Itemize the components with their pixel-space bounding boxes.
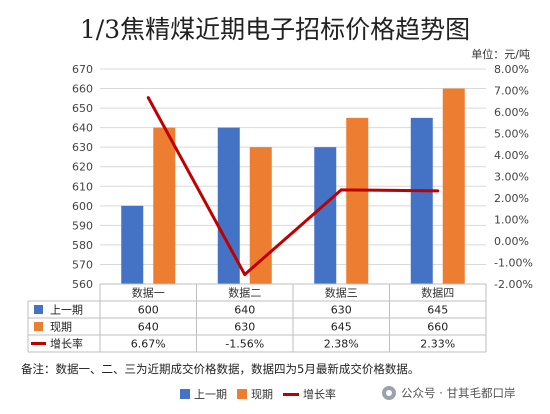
- table-cell: 600: [138, 304, 159, 317]
- legend-item-growth: 增长率: [283, 386, 336, 402]
- growth-point: [436, 189, 440, 193]
- y-tick-label: 600: [72, 200, 93, 213]
- footnote: 备注：数据一、二、三为近期成交价格数据，数据四为5月最新成交价格数据。: [21, 362, 420, 376]
- y2-tick-label: 2.00%: [494, 192, 529, 205]
- y2-tick-label: 4.00%: [494, 149, 529, 162]
- y2-tick-label: -2.00%: [494, 278, 533, 291]
- table-key-swatch: [34, 305, 43, 314]
- legend-swatch-growth: [283, 392, 299, 396]
- category-label: 数据一: [132, 286, 165, 300]
- legend-item-current: 现期: [237, 386, 273, 402]
- chart-title: 1/3焦精煤近期电子招标价格趋势图: [79, 15, 471, 44]
- watermark: 公众号 · 甘其毛都口岸: [378, 384, 520, 402]
- table-row-label: 增长率: [50, 337, 83, 351]
- unit-label: 单位：元/吨: [471, 48, 530, 61]
- y2-tick-label: 7.00%: [494, 85, 529, 98]
- y-tick-label: 610: [72, 180, 93, 193]
- table-cell: 2.38%: [324, 338, 359, 351]
- wechat-icon: [382, 386, 396, 400]
- growth-point: [339, 188, 343, 192]
- y2-tick-label: 3.00%: [494, 171, 529, 184]
- y2-tick-label: 8.00%: [494, 63, 529, 76]
- legend-swatch-prev: [180, 389, 190, 399]
- axes: 560 570 580 590 600 610 620 630 640 650 660 670 -2.0…: [72, 63, 533, 291]
- bar-current: [346, 117, 369, 284]
- y-tick-label: 650: [72, 102, 93, 115]
- table-row-label: 现期: [50, 321, 72, 334]
- growth-point: [146, 96, 150, 100]
- table-cell: 2.33%: [420, 338, 455, 351]
- y-tick-label: 660: [72, 83, 93, 96]
- bar-current: [442, 88, 465, 284]
- growth-line-path: [146, 96, 438, 277]
- bar-prev: [314, 147, 337, 284]
- y2-tick-label: -1.00%: [494, 257, 533, 270]
- bar-current: [153, 127, 176, 285]
- category-label: 数据二: [228, 286, 261, 300]
- y-tick-label: 570: [72, 258, 93, 271]
- table-cell: 645: [427, 304, 448, 317]
- table-cell: 640: [138, 321, 159, 334]
- legend: 上一期 现期 增长率: [180, 384, 346, 404]
- bars: [121, 88, 465, 285]
- category-label: 数据四: [421, 286, 454, 300]
- legend-label-growth: 增长率: [303, 388, 336, 401]
- y-tick-label: 670: [72, 63, 93, 76]
- watermark-text: 公众号 · 甘其毛都口岸: [401, 386, 516, 400]
- table-cell: -1.56%: [225, 338, 264, 351]
- growth-line: [146, 96, 440, 277]
- legend-swatch-current: [237, 389, 247, 399]
- bar-prev: [217, 127, 240, 285]
- legend-label-prev: 上一期: [194, 388, 227, 401]
- y2-tick-label: 5.00%: [494, 128, 529, 141]
- category-label: 数据三: [325, 286, 358, 300]
- table-cell: 645: [331, 321, 352, 334]
- growth-point: [243, 273, 247, 277]
- table-row-label: 上一期: [50, 304, 83, 317]
- table-cell: 630: [331, 304, 352, 317]
- y-tick-label: 560: [72, 278, 93, 291]
- y-tick-label: 640: [72, 122, 93, 135]
- bar-prev: [121, 205, 144, 284]
- table-key-swatch: [34, 322, 43, 331]
- y-tick-label: 580: [72, 239, 93, 252]
- table-cell: 6.67%: [131, 338, 166, 351]
- legend-label-current: 现期: [251, 388, 273, 401]
- bar-prev: [410, 117, 433, 284]
- y2-tick-label: 0.00%: [494, 235, 529, 248]
- legend-item-prev: 上一期: [180, 386, 227, 402]
- y2-tick-label: 1.00%: [494, 214, 529, 227]
- table-cell: 660: [427, 321, 448, 334]
- y-tick-label: 590: [72, 219, 93, 232]
- table-cell: 630: [234, 321, 255, 334]
- y-tick-label: 620: [72, 161, 93, 174]
- table-cell: 640: [234, 304, 255, 317]
- bar-current: [249, 147, 272, 284]
- y2-tick-label: 6.00%: [494, 106, 529, 119]
- y-tick-label: 630: [72, 141, 93, 154]
